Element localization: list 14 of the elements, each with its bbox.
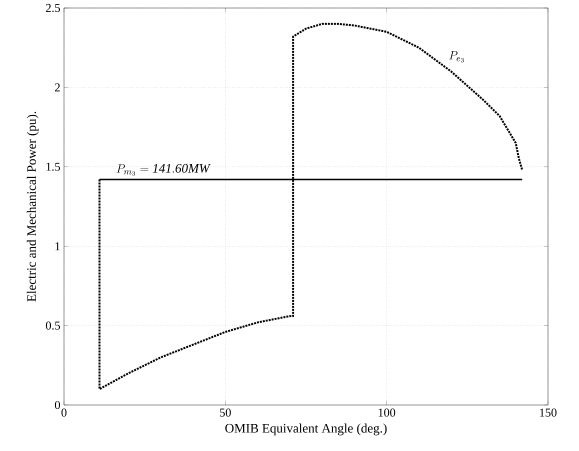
y-tick-label: 1 [56, 242, 60, 250]
x-axis-title: OMIB Equivalent Angle (deg.) [225, 424, 387, 436]
y-tick-label: 2.5 [46, 4, 60, 12]
y-tick-label: 0 [54, 400, 60, 410]
series-label: $P_{m_3}=\mathit{141.60MW}$ [116, 164, 211, 176]
series-label: $P_{e_3}$ [449, 51, 464, 62]
y-tick-label: 2 [55, 83, 60, 92]
y-tick-label: 0.5 [46, 322, 60, 330]
y-axis-title: Electric and Mechanical Power (pu). [26, 112, 39, 302]
x-tick-label: 50 [220, 408, 231, 417]
x-tick-label: 0 [61, 408, 67, 417]
x-tick-label: 150 [540, 408, 557, 417]
y-tick-label: 1.5 [46, 162, 60, 171]
x-tick-label: 100 [378, 408, 396, 417]
